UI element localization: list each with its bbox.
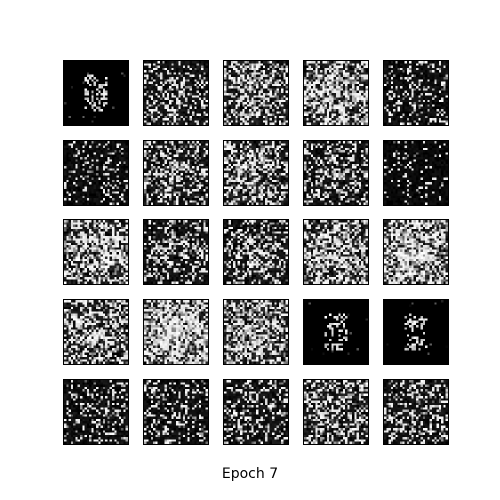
sample-pixels xyxy=(384,220,448,284)
generated-sample-image xyxy=(143,219,209,285)
sample-pixels xyxy=(224,141,288,205)
generated-sample-image xyxy=(63,140,129,206)
sample-pixels xyxy=(304,380,368,444)
generated-sample-image xyxy=(383,140,449,206)
sample-pixels xyxy=(224,300,288,364)
sample-pixels xyxy=(144,61,208,125)
generated-sample-image xyxy=(143,379,209,445)
sample-pixels xyxy=(384,380,448,444)
sample-pixels xyxy=(64,220,128,284)
sample-pixels xyxy=(144,300,208,364)
generated-sample-image xyxy=(63,379,129,445)
generated-sample-image xyxy=(223,60,289,126)
sample-pixels xyxy=(384,141,448,205)
generated-sample-image xyxy=(223,140,289,206)
sample-pixels xyxy=(304,141,368,205)
generated-sample-image xyxy=(303,379,369,445)
generated-sample-image xyxy=(143,299,209,365)
sample-pixels xyxy=(224,380,288,444)
generated-sample-image xyxy=(63,219,129,285)
generated-sample-image xyxy=(303,299,369,365)
generated-sample-image xyxy=(143,140,209,206)
epoch-caption: Epoch 7 xyxy=(221,466,279,482)
sample-pixels xyxy=(144,141,208,205)
sample-pixels xyxy=(64,141,128,205)
sample-pixels xyxy=(224,220,288,284)
sample-pixels xyxy=(224,61,288,125)
sample-pixels xyxy=(386,300,448,355)
generated-sample-image xyxy=(303,219,369,285)
generated-sample-image xyxy=(223,219,289,285)
generated-sample-image xyxy=(223,299,289,365)
sample-pixels xyxy=(384,61,448,125)
sample-pixels xyxy=(64,72,126,123)
generated-sample-image xyxy=(383,299,449,365)
generated-sample-image xyxy=(383,60,449,126)
generated-sample-image xyxy=(383,379,449,445)
generated-sample-image xyxy=(63,299,129,365)
generated-sample-image xyxy=(143,60,209,126)
sample-pixels xyxy=(144,380,208,444)
generated-sample-image xyxy=(303,60,369,126)
sample-pixels xyxy=(64,300,128,364)
generated-sample-image xyxy=(383,219,449,285)
generated-sample-image xyxy=(63,60,129,126)
sample-pixels xyxy=(304,61,368,125)
generated-sample-image xyxy=(223,379,289,445)
sample-pixels xyxy=(304,300,368,355)
sample-pixels xyxy=(144,220,208,284)
generated-sample-image xyxy=(303,140,369,206)
sample-pixels xyxy=(64,380,128,444)
sample-pixels xyxy=(304,220,368,284)
